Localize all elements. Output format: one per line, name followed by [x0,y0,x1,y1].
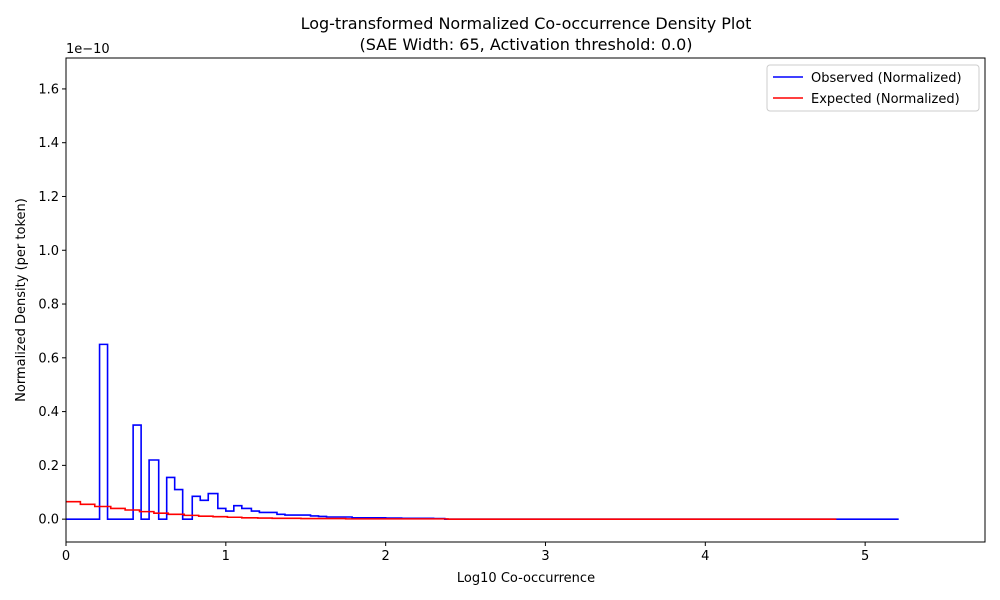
series-line-expected [66,500,837,520]
y-axis-label: Normalized Density (per token) [14,198,29,402]
y-tick-label: 1.4 [38,136,59,151]
y-tick-label: 0.4 [38,405,59,420]
x-tick-label: 3 [541,549,549,564]
x-axis-label: Log10 Co-occurrence [457,571,595,586]
legend-label: Observed (Normalized) [811,71,962,86]
x-tick-label: 2 [382,549,390,564]
chart-title: Log-transformed Normalized Co-occurrence… [301,14,752,33]
x-tick-label: 1 [222,549,230,564]
series-line-observed [66,343,899,520]
y-offset-label: 1e−10 [66,42,110,57]
y-tick-label: 1.2 [38,190,59,205]
x-tick-label: 5 [861,549,869,564]
y-tick-label: 0.8 [38,298,59,313]
legend-label: Expected (Normalized) [811,92,960,107]
y-tick-label: 1.6 [38,82,59,97]
plot-area: 0 1 2 3 4 5 0.0 0.2 0.4 0.6 0.8 1.0 1.2 1.4 1.6 [38,57,986,564]
x-tick-label: 0 [62,549,70,564]
y-tick-label: 0.2 [38,459,59,474]
y-tick-label: 0.0 [38,513,59,528]
y-tick-label: 0.6 [38,351,59,366]
y-tick-label: 1.0 [38,244,59,259]
chart-subtitle: (SAE Width: 65, Activation threshold: 0.… [359,35,692,54]
legend: Observed (Normalized) Expected (Normalize… [766,64,980,112]
x-tick-label: 4 [701,549,709,564]
legend-box [766,64,980,112]
axes-frame [65,57,986,543]
